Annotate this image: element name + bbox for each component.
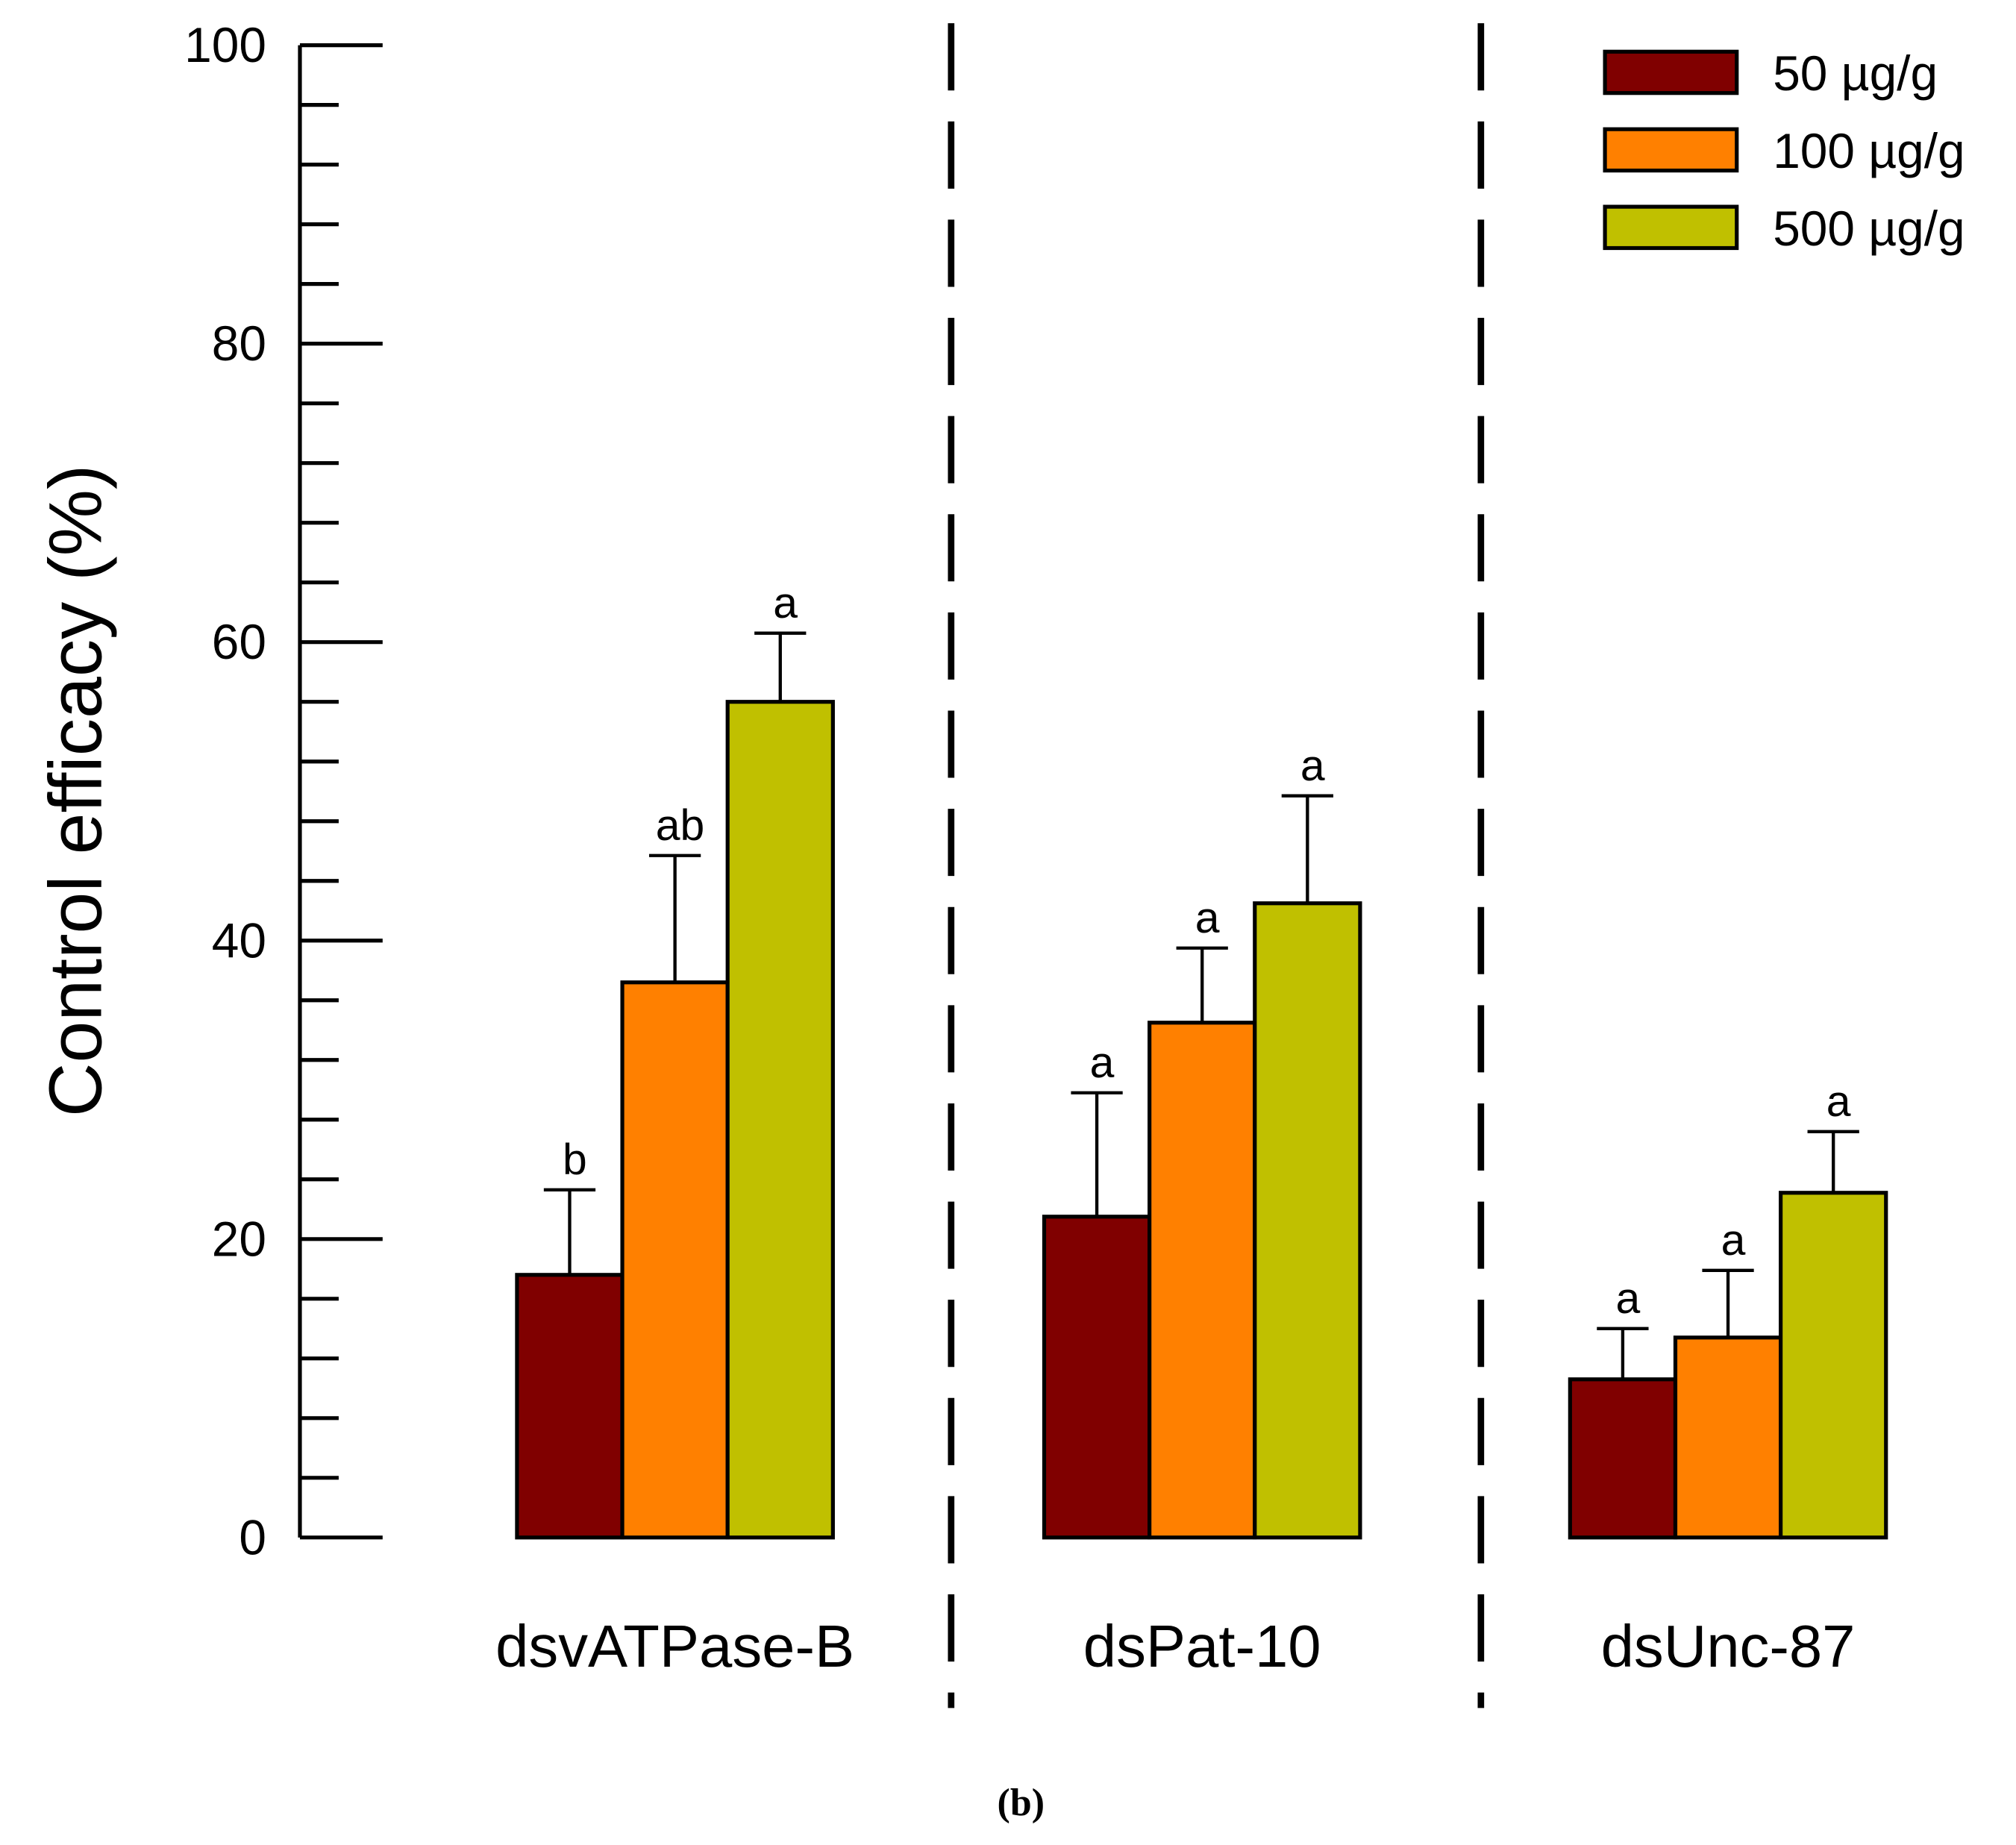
- y-tick-label: 0: [239, 1509, 266, 1564]
- y-axis: 0 20 40 60 80 100: [184, 17, 383, 1564]
- bar: [1148, 1021, 1257, 1540]
- bar: [1568, 1377, 1678, 1540]
- bar: [1673, 1335, 1783, 1540]
- category-label: dsPat-10: [1083, 1613, 1321, 1679]
- y-tick-label: 80: [212, 316, 266, 371]
- significance-letter: a: [1195, 894, 1220, 942]
- significance-letter: ab: [656, 801, 704, 850]
- bars: b ab a a a a a a a: [515, 579, 1888, 1540]
- legend-swatch: [1603, 49, 1739, 95]
- legend-swatch: [1603, 204, 1739, 251]
- significance-letter: b: [563, 1135, 587, 1184]
- bar: [725, 700, 835, 1540]
- significance-letter: a: [1090, 1039, 1115, 1087]
- significance-letter: a: [1615, 1274, 1640, 1323]
- category-label: dsUnc-87: [1601, 1613, 1856, 1679]
- significance-letter: a: [773, 579, 798, 627]
- y-tick-label: 60: [212, 614, 266, 669]
- y-tick-label: 100: [184, 17, 266, 72]
- legend-swatch: [1603, 127, 1739, 173]
- y-axis-label: Control efficacy (%): [34, 465, 117, 1117]
- bar: [1042, 1215, 1152, 1540]
- bar: [620, 980, 730, 1540]
- panel-label: (b): [998, 1782, 1045, 1824]
- significance-letter: a: [1300, 742, 1325, 790]
- group-separators: [948, 23, 1485, 1708]
- legend-label: 50 µg/g: [1773, 46, 1938, 101]
- bar: [515, 1273, 624, 1540]
- significance-letter: a: [1721, 1216, 1746, 1265]
- category-label: dsvATPase-B: [495, 1613, 854, 1679]
- y-tick-label: 20: [212, 1211, 266, 1266]
- bar: [1779, 1191, 1888, 1540]
- category-labels: dsvATPase-B dsPat-10 dsUnc-87: [495, 1613, 1855, 1679]
- legend-label: 100 µg/g: [1773, 123, 1965, 178]
- legend-label: 500 µg/g: [1773, 201, 1965, 256]
- legend: 50 µg/g 100 µg/g 500 µg/g: [1603, 46, 1965, 256]
- bar: [1253, 901, 1362, 1540]
- y-tick-label: 40: [212, 912, 266, 968]
- significance-letter: a: [1826, 1077, 1851, 1126]
